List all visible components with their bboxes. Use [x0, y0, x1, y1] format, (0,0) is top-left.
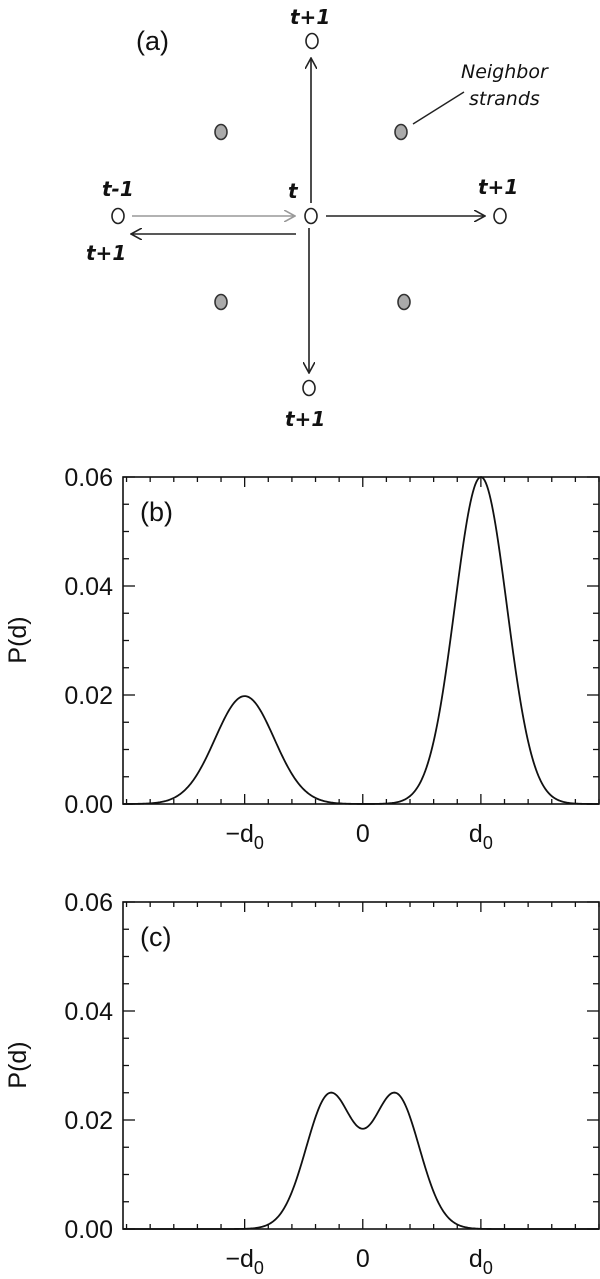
x-tick-label: d0 [469, 820, 493, 853]
neighbor-node-icon [397, 293, 411, 311]
label-left-next: t+1 [86, 241, 126, 265]
panel-label: (b) [140, 497, 173, 527]
label-bottom: t+1 [285, 407, 325, 431]
y-tick-label: 0.04 [64, 573, 113, 601]
x-tick-label: 0 [356, 1245, 370, 1273]
y-tick-label: 0.04 [64, 998, 113, 1026]
y-tick-label: 0.06 [64, 464, 113, 492]
y-tick-label: 0.02 [64, 682, 113, 710]
annotation-line-2: strands [469, 88, 540, 110]
node-bottom-icon [302, 379, 316, 397]
node-left-icon [111, 207, 125, 225]
y-tick-label: 0.06 [64, 889, 113, 917]
label-right: t+1 [478, 175, 518, 199]
y-tick-label: 0.00 [64, 791, 113, 819]
x-tick-label: −d0 [225, 820, 264, 853]
y-tick-label: 0.00 [64, 1216, 113, 1244]
diagram-panel-a: (a) t+1 t t-1 t+1 t+1 t+1 Neighbor stran… [86, 5, 549, 431]
plot-frame [122, 901, 600, 1230]
annotation-leader-line [412, 91, 465, 125]
label-center: t [288, 179, 299, 203]
x-tick-label: −d0 [225, 1245, 264, 1278]
neighbor-node-icon [394, 123, 408, 141]
node-right-icon [493, 207, 507, 225]
x-tick-label: d0 [469, 1245, 493, 1278]
y-tick-label: 0.02 [64, 1107, 113, 1135]
plot-panel-c: 0.00 0.02 0.04 0.06 −d0 0 d0 P(d) (c) [4, 889, 600, 1278]
label-top: t+1 [290, 5, 330, 29]
plot-panel-b: 0.00 0.02 0.04 0.06 −d0 0 d0 P(d) (b) [4, 464, 600, 853]
neighbor-node-icon [214, 123, 228, 141]
annotation-line-1: Neighbor [461, 61, 549, 83]
probability-curve [123, 1091, 599, 1230]
x-tick-label: 0 [356, 820, 370, 848]
y-axis-label: P(d) [4, 616, 32, 663]
probability-curve [122, 476, 599, 805]
y-axis-label: P(d) [4, 1041, 32, 1088]
node-center-icon [304, 207, 318, 225]
node-top-icon [305, 32, 319, 50]
label-left-prev: t-1 [102, 177, 134, 201]
panel-label-a: (a) [136, 26, 169, 56]
plot-frame [122, 476, 600, 805]
panel-label: (c) [140, 922, 171, 952]
neighbor-node-icon [214, 293, 228, 311]
